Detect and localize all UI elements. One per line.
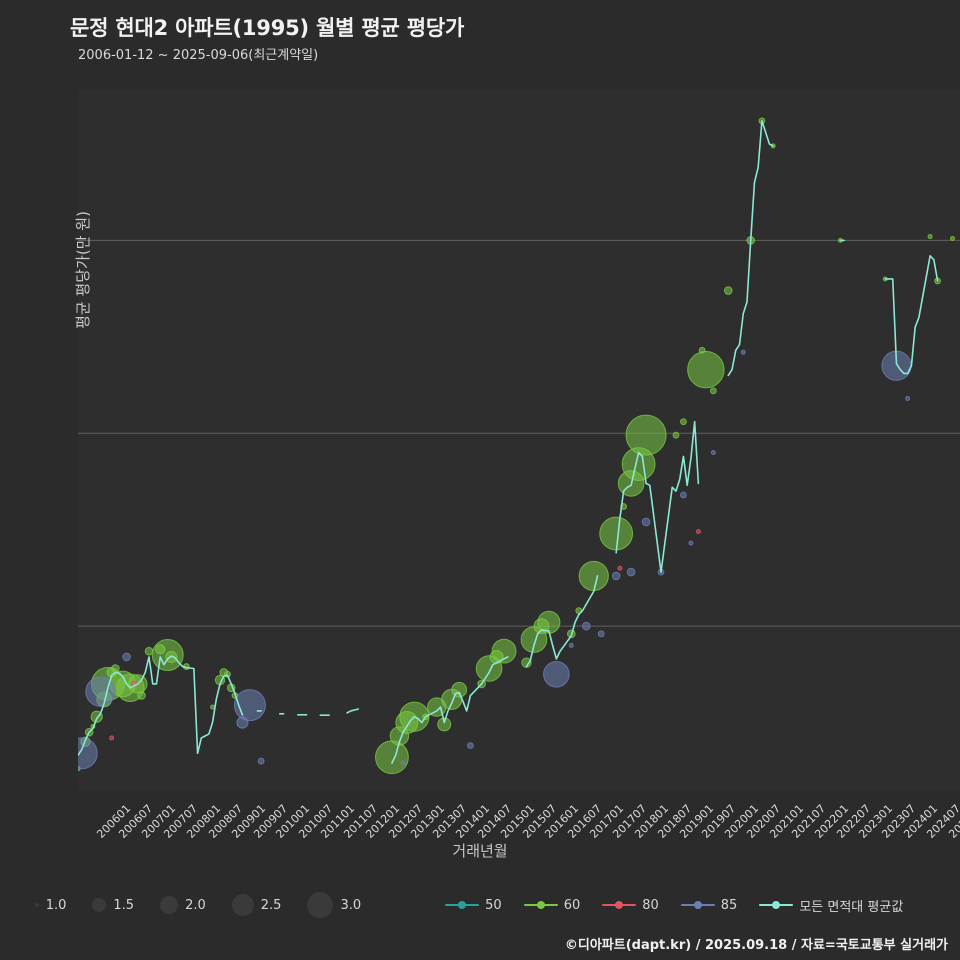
legend-size-item[interactable]: 1.0: [34, 897, 67, 913]
legend-series-item[interactable]: 85: [680, 897, 738, 913]
legend-size-dot-icon: [160, 896, 179, 914]
legend-series-swatch-icon: [523, 899, 558, 911]
legend-series-swatch-icon: [680, 899, 715, 911]
legend-size-group: 1.0 1.5 2.0 2.5 3.0: [34, 892, 387, 918]
legend-series-label: 50: [485, 897, 502, 913]
plot-area: 평균 평당가(만 원) 200030004000 200601200607200…: [74, 90, 960, 841]
legend-series-group: 50 60 80 85 모든 면적대 평균값: [445, 896, 925, 915]
legend-series-label: 85: [720, 897, 738, 913]
chart-legend: 1.0 1.5 2.0 2.5 3.0 50 60 80 85 모든 면적대 평균값: [0, 892, 960, 918]
legend-series-swatch-icon: [602, 899, 637, 911]
legend-size-label: 2.0: [185, 897, 206, 913]
legend-size-dot-icon: [307, 892, 334, 918]
legend-series-swatch-icon: [759, 899, 794, 911]
legend-size-dot-icon: [231, 894, 254, 916]
chart-subtitle: 2006-01-12 ~ 2025-09-06(최근계약일): [78, 48, 319, 63]
page-title: 문정 현대2 아파트(1995) 월별 평균 평당가: [70, 16, 465, 40]
legend-size-dot-icon: [92, 898, 107, 912]
legend-series-item[interactable]: 50: [445, 898, 502, 913]
legend-size-label: 1.0: [45, 897, 67, 913]
legend-size-label: 3.0: [340, 897, 362, 913]
legend-size-item[interactable]: 3.0: [307, 892, 361, 918]
chart-canvas: [78, 90, 960, 790]
footer-credit: ©디아파트(dapt.kr) / 2025.09.18 / 자료=국토교통부 실…: [564, 938, 948, 953]
legend-series-label: 80: [642, 897, 659, 913]
legend-series-item[interactable]: 60: [523, 897, 581, 913]
legend-series-item[interactable]: 모든 면적대 평균값: [759, 896, 903, 915]
legend-series-label: 60: [563, 897, 581, 913]
legend-size-label: 2.5: [260, 897, 282, 913]
legend-series-label: 모든 면적대 평균값: [799, 899, 904, 915]
legend-size-item[interactable]: 1.5: [92, 898, 134, 913]
x-axis-title: 거래년월: [452, 842, 508, 860]
legend-size-item[interactable]: 2.5: [231, 894, 282, 916]
legend-size-label: 1.5: [113, 897, 135, 913]
legend-series-swatch-icon: [445, 899, 480, 911]
legend-size-item[interactable]: 2.0: [160, 896, 206, 914]
legend-size-dot-icon: [34, 903, 39, 907]
legend-series-item[interactable]: 80: [602, 898, 659, 913]
